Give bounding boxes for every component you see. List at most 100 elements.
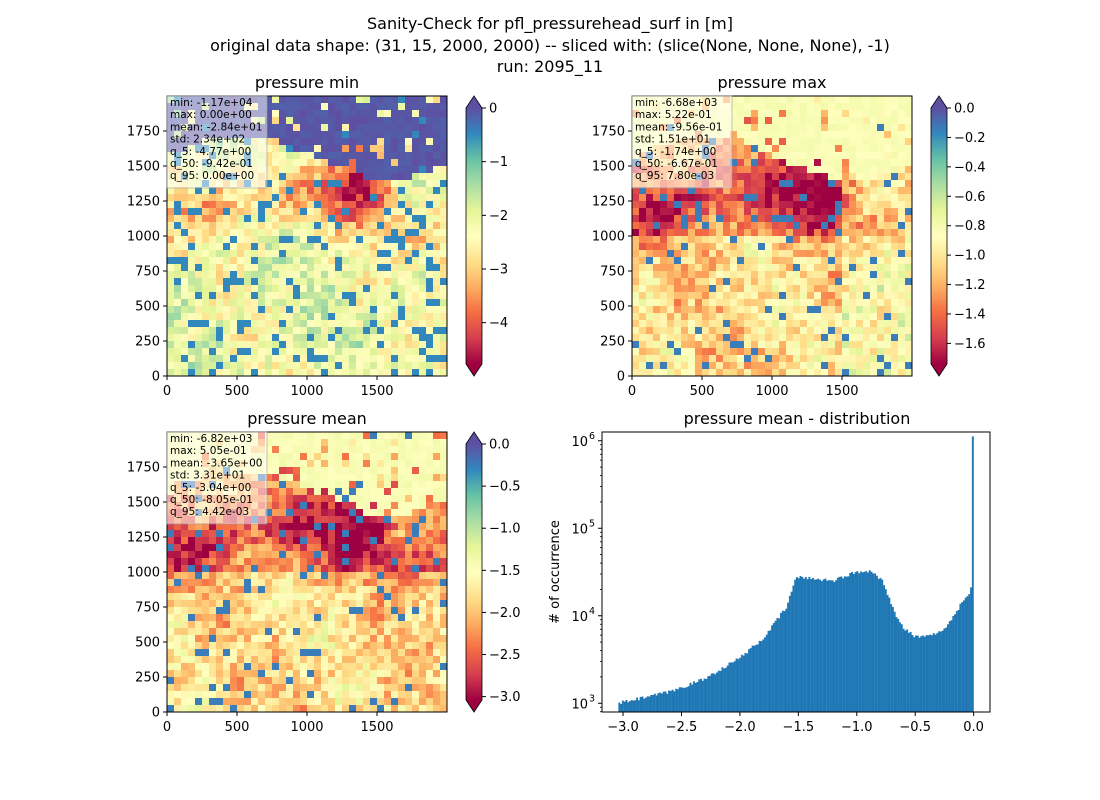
heatmap-cell: [279, 635, 287, 643]
heatmap-cell: [244, 705, 252, 713]
heatmap-cell: [384, 551, 392, 559]
heatmap-cell: [209, 194, 217, 202]
heatmap-cell: [335, 152, 343, 160]
colorbar-tick-label: −2.5: [489, 648, 521, 663]
heatmap-cell: [300, 698, 308, 706]
heatmap-cell: [433, 446, 441, 454]
heatmap-cell: [709, 299, 717, 307]
colorbar-tick-label: −1.0: [954, 249, 986, 264]
heatmap-cell: [244, 278, 252, 286]
heatmap-cell: [230, 635, 238, 643]
heatmap-cell: [251, 523, 259, 531]
heatmap-cell: [237, 551, 245, 559]
heatmap-cell: [433, 565, 441, 573]
heatmap-cell: [877, 327, 885, 335]
heatmap-cell: [814, 243, 822, 251]
heatmap-cell: [272, 663, 280, 671]
heatmap-cell: [174, 236, 182, 244]
heatmap-cell: [174, 649, 182, 657]
heatmap-cell: [419, 215, 427, 223]
heatmap-cell: [279, 656, 287, 664]
heatmap-cell: [370, 159, 378, 167]
heatmap-cell: [349, 649, 357, 657]
heatmap-cell: [293, 180, 301, 188]
heatmap-cell: [730, 110, 738, 118]
heatmap-cell: [244, 299, 252, 307]
heatmap-cell: [230, 530, 238, 538]
heatmap-cell: [174, 698, 182, 706]
heatmap-cell: [356, 565, 364, 573]
heatmap-cell: [751, 110, 759, 118]
heatmap-cell: [856, 110, 864, 118]
heatmap-cell: [258, 523, 266, 531]
heatmap-cell: [230, 593, 238, 601]
heatmap-cell: [251, 642, 259, 650]
heatmap-cell: [307, 355, 315, 363]
heatmap-cell: [800, 131, 808, 139]
heatmap-cell: [377, 432, 385, 440]
heatmap-cell: [293, 579, 301, 587]
heatmap-cell: [639, 292, 647, 300]
heatmap-cell: [405, 362, 413, 370]
heatmap-cell: [716, 313, 724, 321]
heatmap-cell: [765, 313, 773, 321]
histogram-bar: [650, 695, 653, 712]
heatmap-cell: [167, 544, 175, 552]
heatmap-cell: [293, 642, 301, 650]
heatmap-cell: [216, 684, 224, 692]
heatmap-cell: [293, 439, 301, 447]
heatmap-cell: [737, 159, 745, 167]
heatmap-cell: [786, 327, 794, 335]
heatmap-cell: [772, 215, 780, 223]
heatmap-cell: [405, 194, 413, 202]
heatmap-cell: [384, 236, 392, 244]
heatmap-cell: [842, 299, 850, 307]
heatmap-cell: [307, 271, 315, 279]
heatmap-cell: [384, 558, 392, 566]
heatmap-cell: [314, 362, 322, 370]
heatmap-cell: [758, 96, 766, 104]
heatmap-cell: [167, 320, 175, 328]
y-tick-label: 0: [152, 370, 160, 385]
histogram-bar: [637, 700, 640, 712]
heatmap-cell: [688, 187, 696, 195]
heatmap-cell: [440, 537, 448, 545]
heatmap-cell: [391, 271, 399, 279]
heatmap-cell: [335, 656, 343, 664]
heatmap-cell: [391, 705, 399, 713]
heatmap-cell: [765, 208, 773, 216]
heatmap-cell: [349, 229, 357, 237]
heatmap-cell: [314, 110, 322, 118]
heatmap-cell: [758, 313, 766, 321]
heatmap-cell: [258, 348, 266, 356]
heatmap-cell: [230, 236, 238, 244]
heatmap-cell: [335, 614, 343, 622]
heatmap-cell: [688, 222, 696, 230]
heatmap-cell: [891, 334, 899, 342]
heatmap-cell: [188, 649, 196, 657]
heatmap-cell: [891, 341, 899, 349]
heatmap-cell: [744, 187, 752, 195]
heatmap-cell: [793, 348, 801, 356]
heatmap-cell: [384, 628, 392, 636]
heatmap-cell: [800, 110, 808, 118]
heatmap-cell: [412, 523, 420, 531]
heatmap-cell: [884, 152, 892, 160]
heatmap-cell: [772, 327, 780, 335]
heatmap-cell: [751, 96, 759, 104]
heatmap-cell: [709, 236, 717, 244]
heatmap-cell: [877, 201, 885, 209]
heatmap-cell: [363, 124, 371, 132]
heatmap-cell: [314, 537, 322, 545]
heatmap-cell: [653, 348, 661, 356]
heatmap-cell: [265, 593, 273, 601]
heatmap-cell: [751, 215, 759, 223]
heatmap-cell: [398, 621, 406, 629]
heatmap-cell: [328, 537, 336, 545]
heatmap-cell: [667, 201, 675, 209]
heatmap-cell: [405, 530, 413, 538]
heatmap-cell: [174, 292, 182, 300]
y-tick-label: 250: [135, 335, 160, 350]
heatmap-cell: [821, 278, 829, 286]
heatmap-cell: [279, 180, 287, 188]
